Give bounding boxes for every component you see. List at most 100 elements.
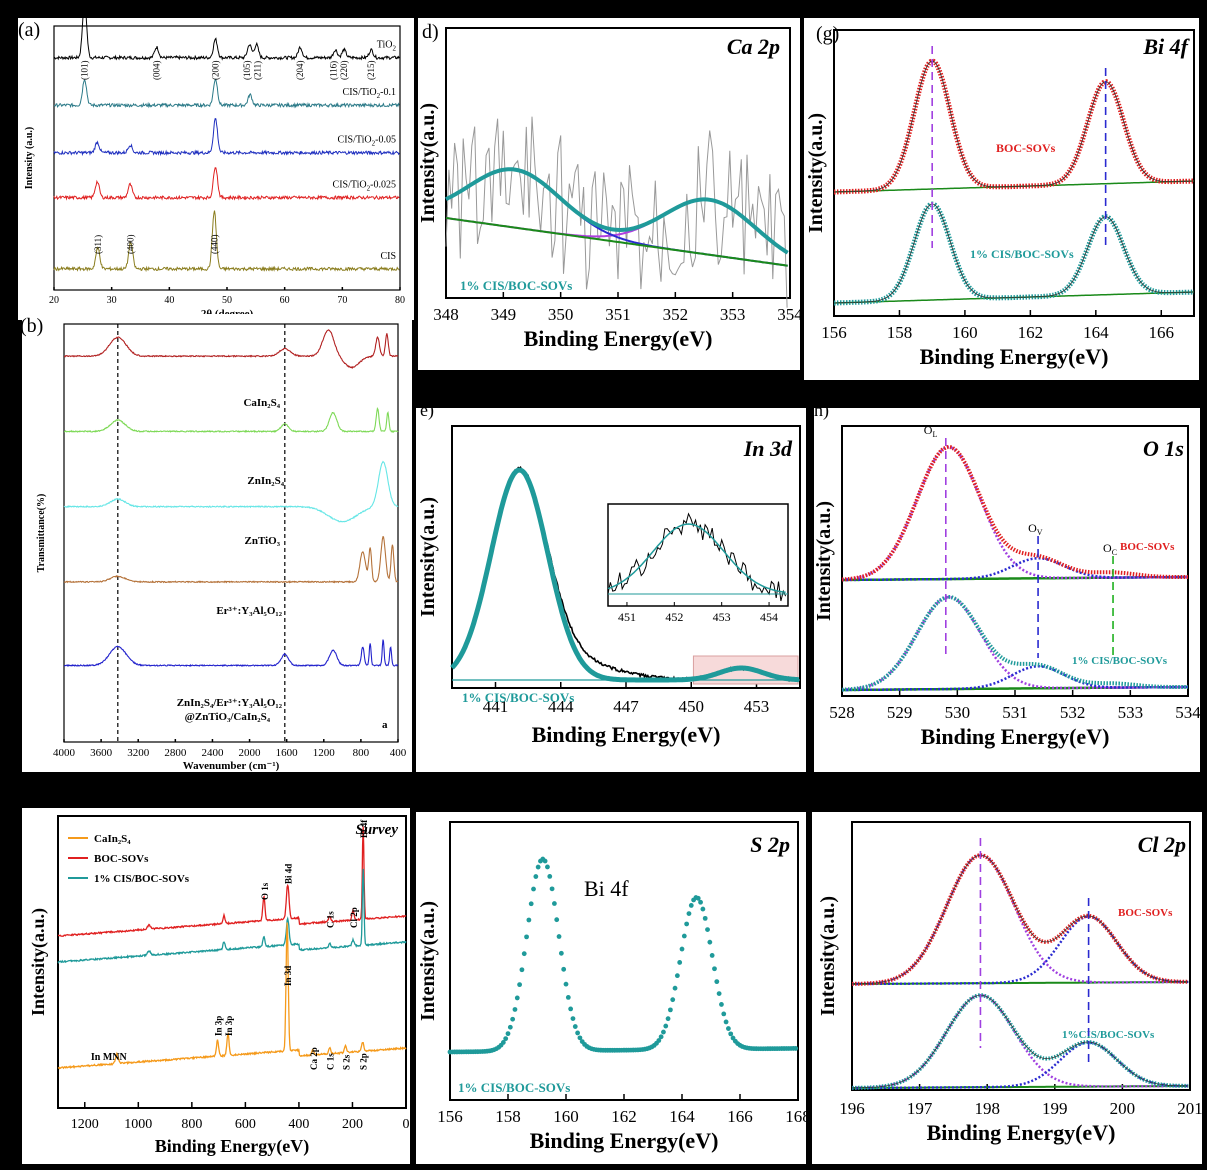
series-label: BOC-SOVs (1120, 541, 1175, 553)
inset-frame (607, 503, 789, 607)
data-point (531, 886, 536, 892)
sample-label: 1% CIS/BOC-SOVs (460, 278, 572, 293)
x-tick-label: 70 (337, 295, 347, 306)
x-tick-label: 40 (164, 295, 174, 306)
survey-chart: 1200 1000 800 600 400 200 0 Binding Energy(eV) I… (28, 815, 410, 1157)
chart-title: O 1s (1143, 436, 1184, 461)
survey-series-line (57, 922, 407, 1070)
y-axis-label: Transmittance(%) (36, 494, 47, 573)
x-tick-label: 532 (1060, 703, 1086, 722)
xrd-series-label: TiO2 (377, 40, 397, 53)
x-tick-label: 2400 (201, 747, 224, 759)
x-tick-label: 158 (495, 1107, 521, 1126)
panel-b-ftir: 4000 3600 3200 2800 2400 2000 1600 1200 800 400 Wa… (22, 314, 412, 772)
data-point (663, 1023, 669, 1029)
chart-title: In 3d (743, 436, 793, 461)
panel-label: (b) (22, 315, 43, 337)
peak-annotation: C 1s (326, 1053, 336, 1070)
peak-annotation: (440) (209, 235, 219, 255)
bi4f-chart: 156 158 160 162 164 166 Binding Energy(eV) Inte… (805, 23, 1195, 369)
x-tick-label: 60 (280, 295, 290, 306)
x-tick-label: 30 (107, 295, 117, 306)
x-tick-label: 164 (1083, 323, 1109, 342)
data-point (688, 903, 694, 908)
x-tick-label: 1600 (276, 747, 299, 759)
data-point (721, 1011, 727, 1017)
data-point (679, 946, 685, 952)
data-point (658, 1034, 664, 1040)
y-axis-label: Intensity(a.u.) (805, 113, 827, 233)
y-axis-label: Intensity (a.u.) (24, 127, 35, 190)
peak-annotation: Bi 4d (284, 864, 294, 884)
xrd-series-label: CIS/TiO2-0.1 (343, 87, 396, 100)
x-tick-label: 162 (1018, 323, 1044, 342)
data-point (684, 921, 690, 927)
x-tick-label: 160 (553, 1107, 579, 1126)
data-point (528, 901, 534, 907)
x-tick-label: 353 (720, 305, 746, 324)
x-axis-label: Wavenumber (cm⁻¹) (183, 760, 280, 772)
x-tick-label: 453 (744, 697, 770, 716)
series-label-cains: CaIn₂S₄ (243, 397, 280, 409)
fit-peak-1 (852, 993, 1189, 1090)
x-tick-label: 2000 (239, 747, 261, 759)
data-point (577, 1035, 583, 1041)
peak-annotation: In 3p (214, 1016, 224, 1036)
peak-annotation: Bi 4f (359, 819, 369, 838)
plot-frame (833, 29, 1195, 317)
peak-annotation: (116) (329, 61, 339, 80)
y-axis-label: Intensity(a.u.) (28, 908, 49, 1016)
peak-annotation: (004) (152, 61, 162, 81)
x-tick-label: 530 (945, 703, 971, 722)
plot-frame (449, 821, 799, 1101)
data-point (712, 966, 717, 972)
o1s-chart: 528 529 530 531 532 533 534 Binding Energy(eV) I… (814, 408, 1200, 749)
data-point (510, 1016, 516, 1022)
series-label-composite-line2: @ZnTiO₃/CaIn₂S₄ (185, 711, 271, 723)
legend-label: 1% CIS/BOC-SOVs (94, 873, 190, 885)
data-point (700, 906, 706, 912)
data-point (672, 985, 678, 991)
data-point (542, 858, 548, 864)
data-point (716, 991, 722, 997)
x-tick-label: 196 (839, 1099, 865, 1118)
data-point (535, 864, 541, 870)
fitted-data-points (834, 58, 1194, 195)
x-tick-label: 351 (605, 305, 631, 324)
ftir-series-line (63, 407, 399, 434)
data-point (519, 967, 525, 973)
x-tick-label: 201 (1177, 1099, 1202, 1118)
data-point (709, 953, 715, 958)
ca2p-chart: 348 349 350 351 352 353 354 Binding Energy(eV) I… (418, 21, 800, 351)
panel-a-xrd: 203040506070802θ (degree)Intensity (a.u.… (18, 18, 414, 320)
background-line (445, 217, 788, 267)
fit-peak-oV (842, 557, 1188, 582)
xrd-series-line (53, 18, 400, 61)
x-tick-label: 199 (1042, 1099, 1068, 1118)
xrd-series-label: CIS/TiO2-0.025 (333, 180, 396, 193)
peak-annotation: (400) (126, 235, 136, 254)
fit-peak-oL (841, 445, 1188, 581)
xrd-series-line (53, 167, 400, 201)
x-tick-label: 354 (777, 305, 800, 324)
peak-annotation: (200) (210, 61, 220, 81)
x-tick-label: 156 (437, 1107, 463, 1126)
data-point (656, 1038, 662, 1043)
peak-annotation: (220) (339, 61, 349, 81)
panel-s2p: 156 158 160 162 164 166 168 Binding Energy(eV) I… (416, 812, 806, 1164)
fit-peak-1 (852, 853, 1189, 986)
xrd-chart: 203040506070802θ (degree)Intensity (a.u.… (18, 18, 405, 320)
peak-marker-label: OV (1028, 521, 1043, 537)
panel-cl2p: 196 197 198 199 200 201 Binding Energy(eV) Inte… (812, 812, 1202, 1164)
series-label: BOC-SOVs (996, 141, 1056, 155)
data-point (668, 1007, 673, 1013)
data-point (517, 982, 522, 988)
data-point (661, 1029, 666, 1035)
x-tick-label: 156 (821, 323, 847, 342)
peak-annotation: (105) (242, 61, 252, 81)
data-point (670, 997, 676, 1003)
inset-x-tick-label: 454 (760, 610, 778, 624)
ftir-series-line (63, 460, 399, 523)
ftir-series-line (63, 536, 399, 584)
chart-title: Survey (356, 822, 399, 838)
